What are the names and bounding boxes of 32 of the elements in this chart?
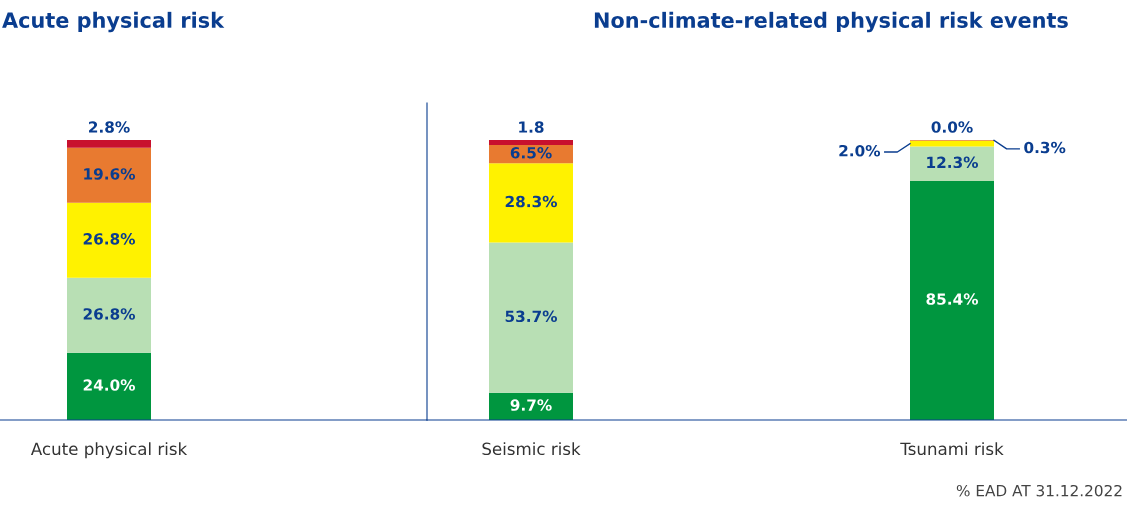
bar — [489, 163, 573, 243]
x-tick-label: Tsunami risk — [900, 442, 1004, 456]
data-label: 12.3% — [927, 156, 979, 169]
data-label: 85.4% — [926, 293, 979, 305]
bar — [67, 202, 151, 278]
bar — [489, 140, 573, 146]
data-label: 0.3% — [1024, 141, 1066, 154]
bar — [67, 352, 151, 420]
chart-title: Acute physical risk — [2, 11, 225, 33]
data-label: 1.8 — [519, 121, 544, 133]
data-label: 26.8% — [83, 308, 136, 320]
text: % EAD AT 31.12.2022 — [956, 484, 1122, 497]
data-label: 53.7% — [505, 310, 558, 323]
data-label: 28.3% — [505, 195, 558, 208]
x-tick-label: Acute physical risk — [30, 442, 188, 459]
data-label: 26.8% — [83, 233, 136, 245]
data-label: 24.0% — [83, 379, 136, 391]
data-label: 0.0% — [931, 121, 973, 133]
bar — [489, 242, 573, 393]
data-label: 19.6% — [84, 168, 136, 180]
bar — [67, 147, 151, 203]
x-tick-label: Seismic risk — [482, 442, 581, 456]
bar — [910, 140, 994, 147]
data-label: 2.8% — [89, 121, 130, 133]
data-label: 9.7% — [510, 399, 552, 411]
data-label: 6.5% — [510, 147, 552, 159]
bar — [910, 146, 994, 181]
bar — [67, 140, 151, 148]
bar — [67, 277, 151, 353]
chart-title: Non-climate-related physical risk events — [594, 11, 1068, 33]
data-label: 2.0% — [839, 144, 881, 157]
bar — [910, 180, 994, 420]
